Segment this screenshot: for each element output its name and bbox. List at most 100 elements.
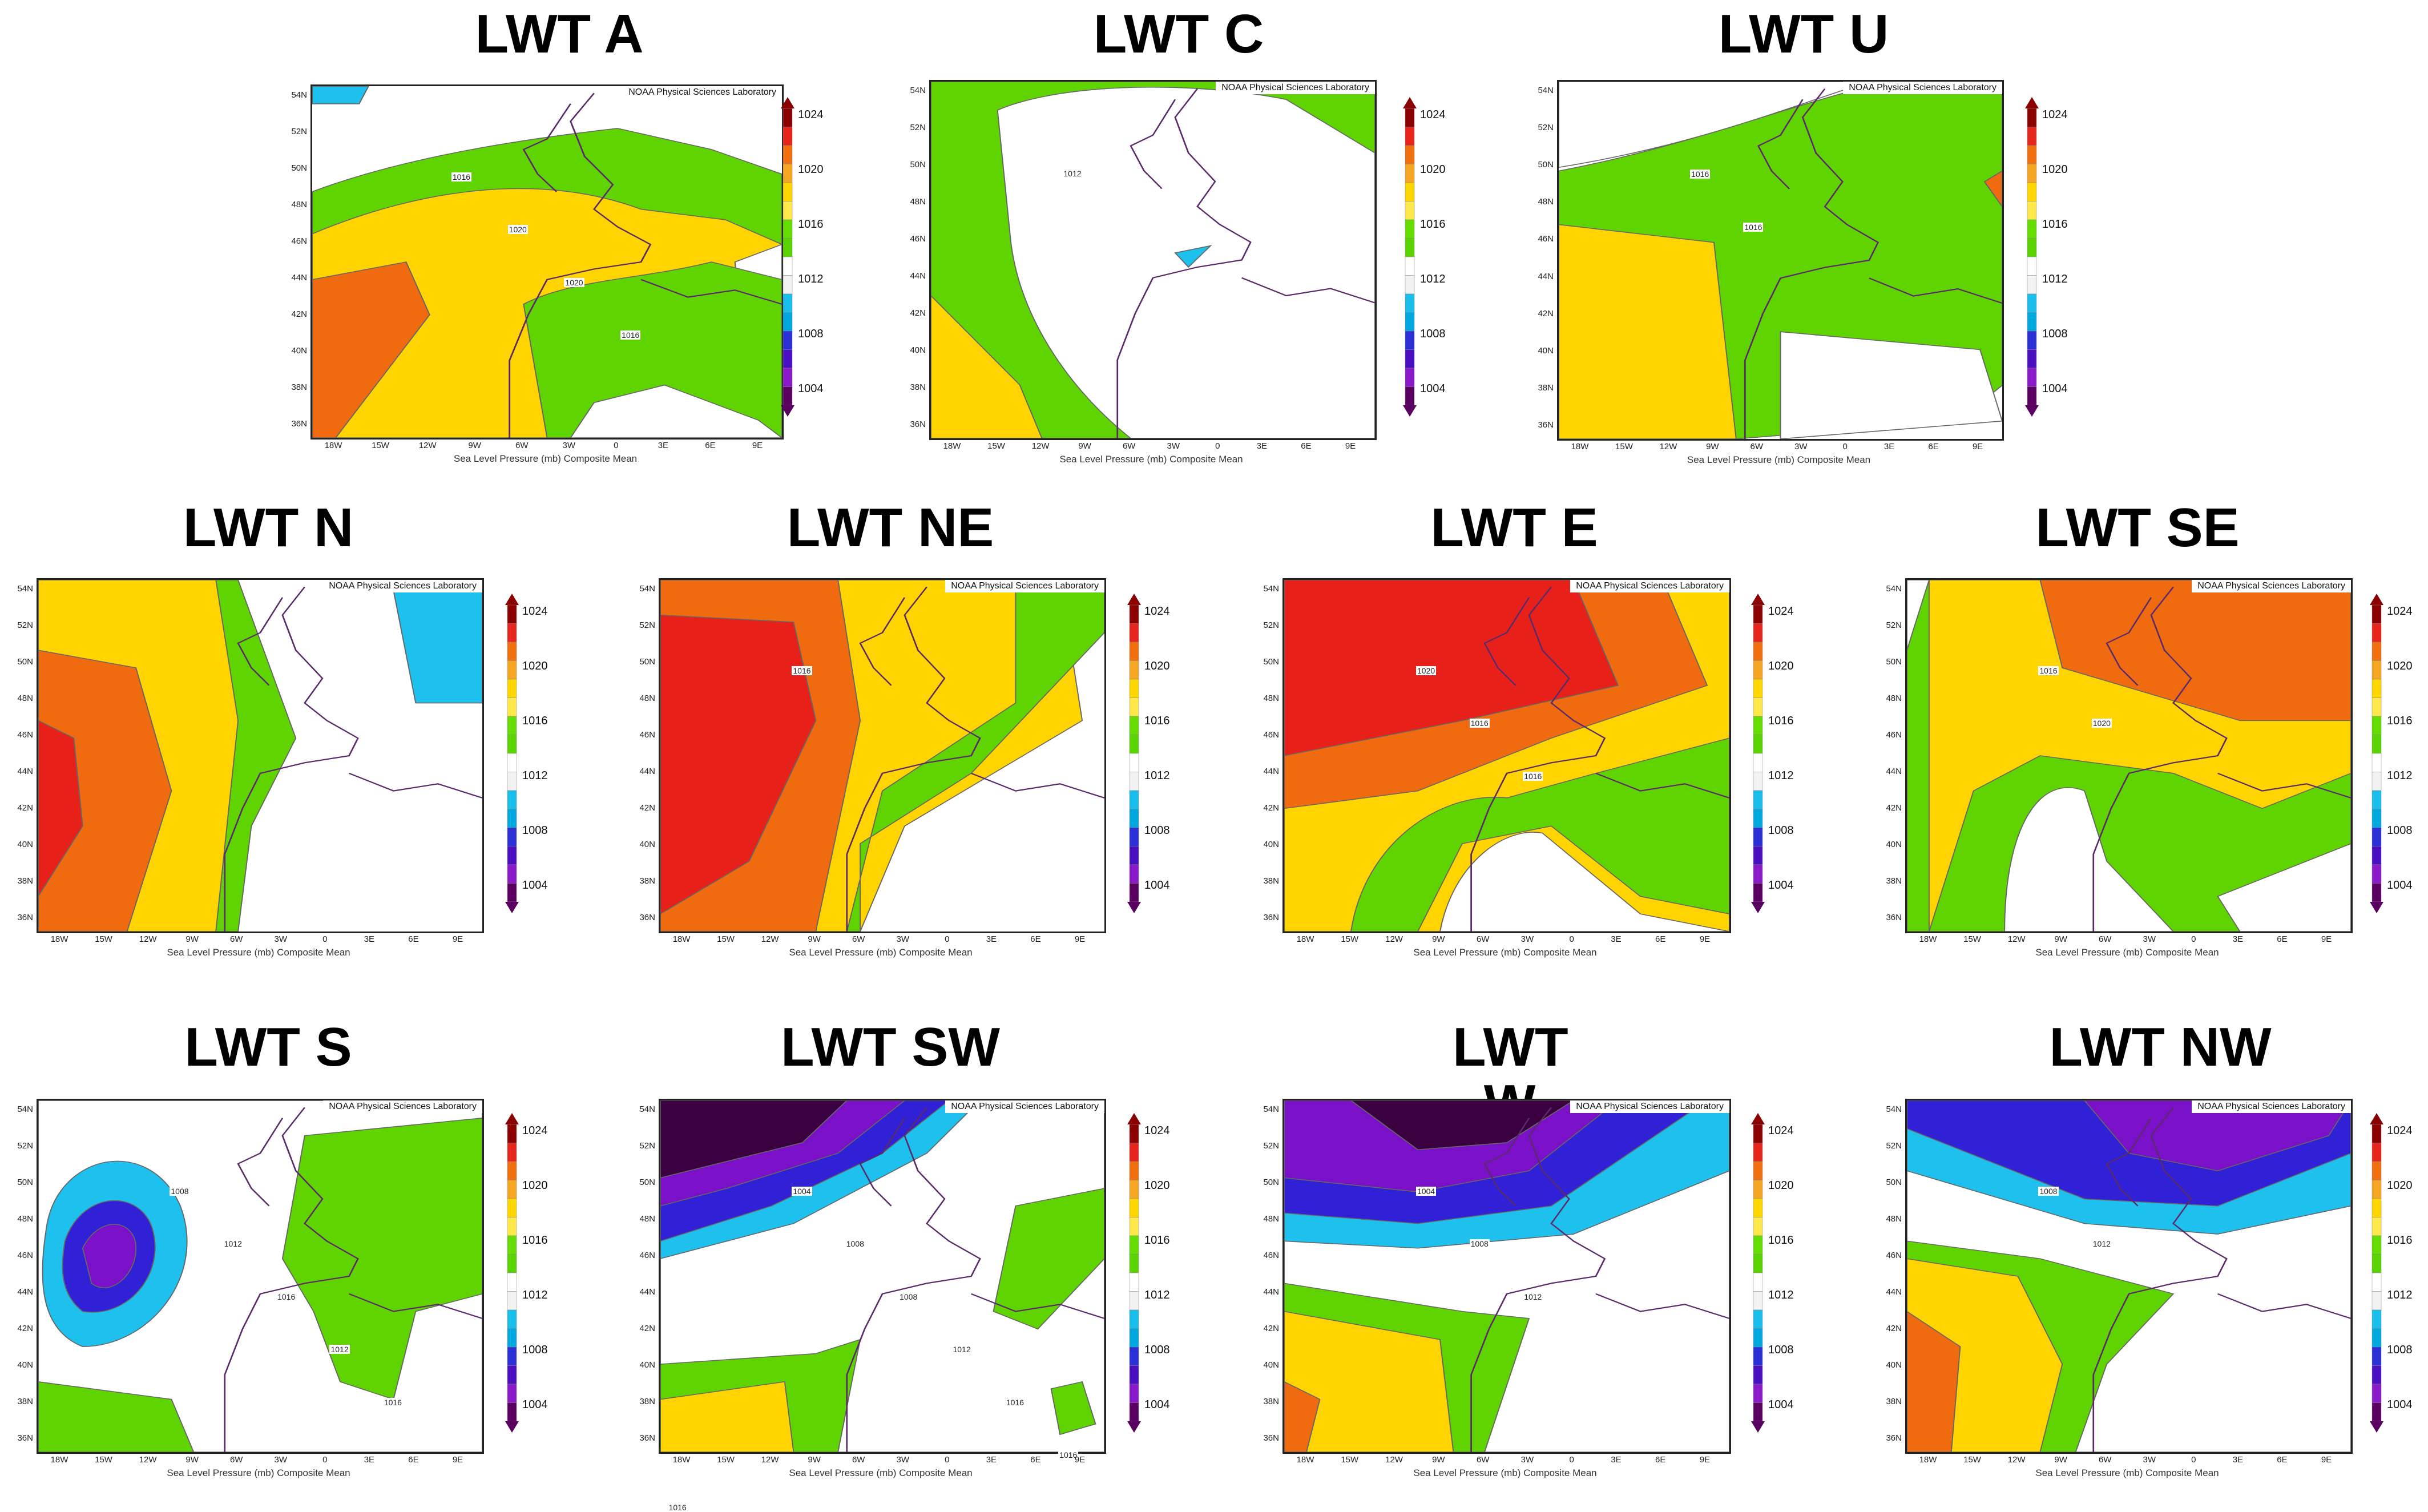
colorbar-segment <box>1753 772 1763 791</box>
colorbar-label: 1016 <box>522 1234 548 1247</box>
x-tick-label: 6E <box>1655 1455 1666 1465</box>
colorbar <box>1403 97 1417 420</box>
x-tick-label: 12W <box>139 1455 157 1465</box>
colorbar-label: 1012 <box>522 1289 548 1301</box>
colorbar-label: 1024 <box>522 1124 548 1137</box>
contour-label: 1020 <box>564 277 584 287</box>
map-a: NOAA Physical Sciences Laboratory <box>310 84 784 440</box>
colorbar-segment <box>507 1235 517 1255</box>
y-tick-label: 54N <box>17 1104 33 1114</box>
y-tick-label: 50N <box>1886 657 1902 667</box>
pressure-field-3 <box>523 261 782 438</box>
y-tick-label: 44N <box>291 273 307 283</box>
coastline <box>1595 1293 1729 1319</box>
x-tick-label: 3W <box>1794 442 1808 451</box>
colorbar-segment <box>1405 275 1415 295</box>
colorbar-label: 1020 <box>1144 1179 1170 1192</box>
colorbar-segment <box>783 238 793 257</box>
x-tick-label: 0 <box>322 1455 328 1465</box>
colorbar-segment <box>1129 864 1139 884</box>
x-tick-label: 3W <box>274 1455 288 1465</box>
colorbar-bottom-arrow <box>1751 1421 1765 1433</box>
y-tick-label: 40N <box>1263 840 1279 849</box>
source-label: NOAA Physical Sciences Laboratory <box>2192 580 2351 592</box>
pressure-field-4 <box>1350 1100 1575 1151</box>
y-tick-label: 40N <box>1886 840 1902 849</box>
x-tick-label: 15W <box>1963 934 1981 944</box>
x-tick-label: 9W <box>2054 1455 2067 1465</box>
contour-label: 1016 <box>2038 666 2059 675</box>
colorbar-segment <box>1753 642 1763 661</box>
colorbar-segment <box>783 182 793 201</box>
y-tick-label: 52N <box>639 620 655 630</box>
x-tick-label: 6W <box>1750 442 1764 451</box>
colorbar-segment <box>507 809 517 828</box>
colorbar-segment <box>1129 697 1139 717</box>
y-tick-label: 50N <box>910 160 926 170</box>
map-s: NOAA Physical Sciences Laboratory <box>37 1099 484 1454</box>
coastline <box>846 586 981 932</box>
colorbar-label: 1012 <box>1144 1289 1170 1301</box>
colorbar-label: 1012 <box>798 273 824 285</box>
x-tick-label: 6E <box>408 934 419 944</box>
colorbar-segment <box>2027 368 2037 387</box>
colorbar-segment <box>2371 1291 2382 1311</box>
x-tick-label: 0 <box>1842 442 1848 451</box>
colorbar-segment <box>2371 1198 2382 1217</box>
colorbar-label: 1012 <box>2387 769 2413 782</box>
x-tick-label: 9W <box>1078 441 1091 451</box>
colorbar-segment <box>2371 1217 2382 1236</box>
colorbar-bottom-arrow <box>1403 405 1417 417</box>
x-tick-label: 6W <box>2098 934 2112 944</box>
x-tick-label: 0 <box>1569 934 1574 944</box>
colorbar-segment <box>783 219 793 239</box>
colorbar-top-arrow <box>1127 594 1141 605</box>
colorbar-segment <box>507 1328 517 1348</box>
x-tick-label: 9E <box>752 441 763 450</box>
y-tick-label: 54N <box>1886 584 1902 594</box>
colorbar-segment <box>1129 716 1139 735</box>
colorbar-top-arrow <box>1403 97 1417 108</box>
contour-label: 1012 <box>223 1239 243 1249</box>
contour-label: 1008 <box>1469 1239 1490 1249</box>
source-label: NOAA Physical Sciences Laboratory <box>945 580 1104 592</box>
y-tick-label: 50N <box>1263 1178 1279 1187</box>
y-tick-label: 44N <box>1263 767 1279 776</box>
colorbar-label: 1008 <box>798 328 824 340</box>
x-tick-label: 3E <box>986 934 997 944</box>
y-tick-label: 40N <box>639 1360 655 1370</box>
x-tick-label: 9E <box>1074 1455 1086 1465</box>
colorbar-label: 1024 <box>2042 108 2068 121</box>
map-caption: Sea Level Pressure (mb) Composite Mean <box>453 453 638 464</box>
map-caption: Sea Level Pressure (mb) Composite Mean <box>1413 1467 1597 1478</box>
colorbar-segment <box>1753 623 1763 643</box>
colorbar-label: 1024 <box>798 108 824 121</box>
colorbar-segment <box>2371 753 2382 772</box>
x-tick-label: 9W <box>185 934 199 944</box>
y-tick-label: 46N <box>1263 1251 1279 1260</box>
coastline <box>2092 586 2228 932</box>
x-tick-label: 6E <box>1030 1455 1041 1465</box>
colorbar-label: 1008 <box>1768 1344 1794 1356</box>
contour-label: 1020 <box>2091 719 2112 728</box>
colorbar-segment <box>1753 1384 1763 1403</box>
colorbar-segment <box>783 330 793 350</box>
colorbar-label: 1020 <box>1768 660 1794 672</box>
colorbar-segment <box>783 164 793 183</box>
colorbar-label: 1004 <box>1420 382 1446 395</box>
colorbar-segment <box>507 660 517 680</box>
y-tick-label: 40N <box>17 840 33 849</box>
colorbar-segment <box>2027 256 2037 276</box>
colorbar-bottom-arrow <box>1127 902 1141 913</box>
source-label: NOAA Physical Sciences Laboratory <box>1570 1100 1729 1113</box>
x-tick-label: 3W <box>1520 1455 1534 1465</box>
x-tick-label: 6W <box>852 934 865 944</box>
colorbar <box>2025 97 2039 420</box>
x-tick-label: 9E <box>1972 442 1983 451</box>
y-tick-label: 52N <box>17 1141 33 1151</box>
colorbar-segment <box>1405 164 1415 183</box>
x-tick-label: 12W <box>418 441 437 450</box>
y-tick-label: 46N <box>17 730 33 740</box>
panel-title-a: LWT A <box>475 3 644 64</box>
colorbar-label: 1004 <box>2387 879 2413 892</box>
